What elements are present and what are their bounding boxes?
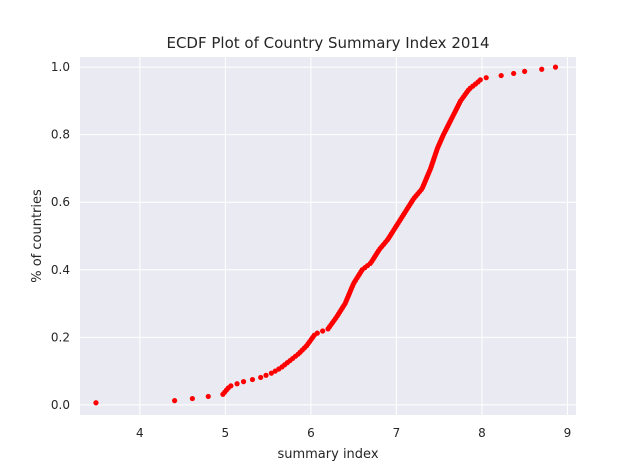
data-point bbox=[498, 72, 504, 79]
data-point bbox=[320, 328, 326, 334]
data-point bbox=[234, 381, 240, 387]
data-point bbox=[93, 400, 99, 406]
y-tick-label: 1.0 bbox=[51, 60, 70, 74]
data-point bbox=[539, 66, 545, 72]
y-tick-label: 0.0 bbox=[51, 398, 70, 412]
y-tick-label: 0.6 bbox=[51, 195, 70, 209]
data-point bbox=[263, 372, 269, 378]
data-point bbox=[205, 393, 211, 400]
data-point bbox=[258, 374, 264, 381]
grid-lines bbox=[80, 57, 576, 415]
y-tick-label: 0.2 bbox=[51, 330, 70, 344]
data-points bbox=[93, 64, 559, 406]
x-tick-label: 4 bbox=[136, 426, 144, 440]
y-axis-label: % of countries bbox=[30, 189, 45, 283]
chart-title: ECDF Plot of Country Summary Index 2014 bbox=[166, 34, 489, 52]
y-tick-label: 0.4 bbox=[51, 263, 70, 277]
data-point bbox=[477, 77, 483, 83]
x-tick-label: 9 bbox=[564, 426, 572, 440]
plot-area bbox=[80, 57, 576, 415]
x-tick-label: 5 bbox=[222, 426, 230, 440]
y-tick-labels: 0.0 0.2 0.4 0.6 0.8 1.0 bbox=[51, 60, 70, 412]
data-point bbox=[240, 379, 247, 385]
x-tick-label: 7 bbox=[393, 426, 401, 440]
data-point bbox=[552, 64, 559, 70]
data-point bbox=[172, 398, 178, 404]
x-tick-label: 8 bbox=[478, 426, 486, 440]
data-point bbox=[189, 395, 195, 402]
data-point bbox=[268, 370, 274, 376]
data-point bbox=[249, 376, 256, 383]
x-tick-labels: 4 5 6 7 8 9 bbox=[136, 426, 571, 440]
data-point bbox=[522, 68, 528, 74]
y-tick-label: 0.8 bbox=[51, 128, 70, 142]
data-point bbox=[314, 330, 320, 336]
data-point bbox=[483, 75, 489, 81]
x-tick-label: 6 bbox=[307, 426, 315, 440]
data-point bbox=[511, 70, 517, 77]
data-point bbox=[228, 383, 234, 389]
x-axis-label: summary index bbox=[277, 447, 378, 462]
